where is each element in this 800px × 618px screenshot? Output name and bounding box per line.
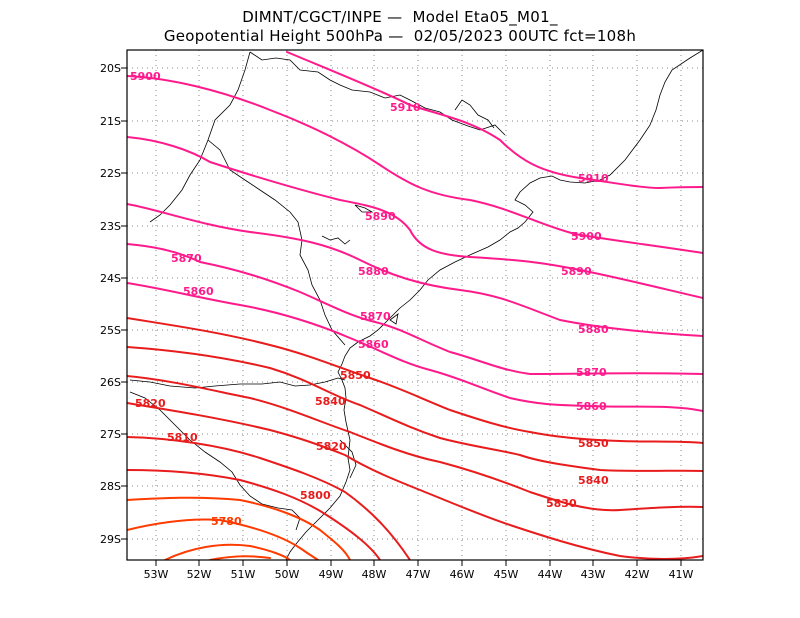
lon-label: 47W bbox=[406, 568, 431, 581]
lon-label: 41W bbox=[669, 568, 694, 581]
lon-label: 44W bbox=[538, 568, 563, 581]
contour-label: 5910 bbox=[390, 101, 421, 114]
contour-label: 5860 bbox=[576, 400, 607, 413]
contour-5810 bbox=[127, 436, 411, 560]
lat-label: 25S bbox=[100, 324, 121, 337]
contour-label: 5890 bbox=[561, 265, 592, 278]
contour-label: 5880 bbox=[358, 265, 389, 278]
lat-label: 28S bbox=[100, 480, 121, 493]
lon-label: 53W bbox=[144, 568, 169, 581]
contour-5850 bbox=[127, 317, 703, 444]
lon-label: 42W bbox=[625, 568, 650, 581]
contour-5880 bbox=[127, 203, 703, 337]
lon-label: 51W bbox=[231, 568, 256, 581]
contour-label: 5840 bbox=[578, 474, 609, 487]
contour-label: 5910 bbox=[578, 172, 609, 185]
contour-5820 bbox=[127, 402, 703, 560]
contour-5870 bbox=[127, 243, 703, 375]
lon-label: 48W bbox=[362, 568, 387, 581]
coastline-borders bbox=[129, 50, 703, 560]
contour-label: 5900 bbox=[130, 70, 161, 83]
lon-label: 49W bbox=[319, 568, 344, 581]
lon-label: 46W bbox=[450, 568, 475, 581]
lon-label: 43W bbox=[581, 568, 606, 581]
contour-label: 5870 bbox=[360, 310, 391, 323]
contour-5770 bbox=[164, 543, 291, 560]
contour-5760 bbox=[209, 555, 271, 560]
contour-5790 bbox=[127, 496, 351, 560]
lat-label: 22S bbox=[100, 167, 121, 180]
contour-label: 5820 bbox=[316, 440, 347, 453]
contour-5900-b bbox=[127, 136, 703, 299]
contour-label: 5870 bbox=[171, 252, 202, 265]
contour-label: 5880 bbox=[578, 323, 609, 336]
map-title-line2: Geopotential Height 500hPa — 02/05/2023 … bbox=[163, 27, 637, 45]
contour-label: 5810 bbox=[167, 431, 198, 444]
lat-label: 20S bbox=[100, 62, 121, 75]
lat-label: 29S bbox=[100, 533, 121, 546]
contour-label: 5860 bbox=[358, 338, 389, 351]
contour-5900-a bbox=[127, 75, 703, 254]
contour-label: 5820 bbox=[135, 397, 166, 410]
lon-label: 50W bbox=[275, 568, 300, 581]
lat-label: 27S bbox=[100, 428, 121, 441]
lon-label: 45W bbox=[494, 568, 519, 581]
contour-5840 bbox=[127, 346, 703, 472]
contour-label: 5860 bbox=[183, 285, 214, 298]
contour-5830 bbox=[127, 375, 703, 512]
contour-5800 bbox=[127, 469, 381, 560]
contour-label: 5850 bbox=[340, 369, 371, 382]
contour-label: 5870 bbox=[576, 366, 607, 379]
contour-5780 bbox=[127, 518, 319, 560]
contour-5860 bbox=[127, 282, 703, 412]
contour-label: 5780 bbox=[211, 515, 242, 528]
latitude-axis: 20S 21S 22S 23S 24S 25S 26S 27S 28S 29S bbox=[100, 62, 127, 546]
map-frame bbox=[126, 49, 704, 561]
contour-lines bbox=[127, 51, 703, 560]
contour-label: 5800 bbox=[300, 489, 331, 502]
contour-label: 5890 bbox=[365, 210, 396, 223]
lat-label: 26S bbox=[100, 376, 121, 389]
longitude-axis: 53W 52W 51W 50W 49W 48W 47W 46W 45W 44W … bbox=[144, 560, 694, 581]
contour-label: 5900 bbox=[571, 230, 602, 243]
lat-label: 23S bbox=[100, 220, 121, 233]
contour-label: 5830 bbox=[546, 497, 577, 510]
contour-labels: 5900 5910 5910 5890 5900 5870 5880 5890 … bbox=[130, 70, 609, 528]
graticule-grid bbox=[127, 50, 703, 560]
lat-label: 24S bbox=[100, 272, 121, 285]
contour-label: 5840 bbox=[315, 395, 346, 408]
contour-5910 bbox=[286, 51, 703, 189]
lat-label: 21S bbox=[100, 115, 121, 128]
lon-label: 52W bbox=[187, 568, 212, 581]
map-title-line1: DIMNT/CGCT/INPE — Model Eta05_M01_ bbox=[242, 8, 558, 26]
contour-label: 5850 bbox=[578, 437, 609, 450]
